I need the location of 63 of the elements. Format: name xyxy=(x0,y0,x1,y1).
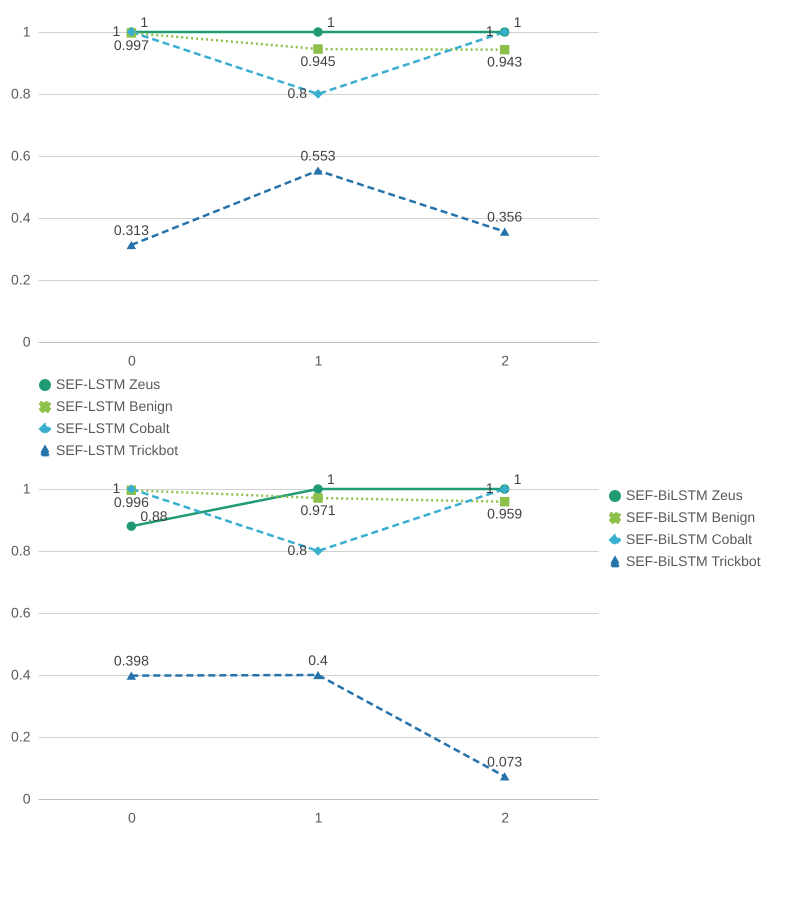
y-tick-label: 0.6 xyxy=(11,148,31,164)
y-tick-label: 1 xyxy=(22,24,31,40)
data-label: 1 xyxy=(112,480,121,496)
point xyxy=(313,89,323,99)
point xyxy=(313,493,323,503)
data-label: 0.313 xyxy=(114,222,150,238)
data-label: 0.88 xyxy=(140,508,168,524)
data-label: 1 xyxy=(112,23,121,39)
point xyxy=(126,521,136,531)
data-label: 0.997 xyxy=(114,36,150,53)
point xyxy=(313,670,323,680)
data-label: 0.553 xyxy=(300,148,336,164)
point xyxy=(126,672,136,680)
data-label: 0.971 xyxy=(300,502,336,518)
point xyxy=(500,496,510,506)
point xyxy=(313,546,323,556)
data-label: 1 xyxy=(140,14,148,30)
point xyxy=(500,44,510,54)
y-tick-label: 0.2 xyxy=(11,728,31,744)
point xyxy=(126,240,136,250)
data-label: 0.959 xyxy=(487,506,522,522)
x-tick-label: 2 xyxy=(501,352,510,368)
x-tick-label: 0 xyxy=(128,810,136,826)
data-label: 0.8 xyxy=(288,85,308,101)
data-label: 1 xyxy=(327,14,335,30)
x-tick-label: 2 xyxy=(501,810,510,826)
y-tick-label: 0.4 xyxy=(11,666,31,682)
data-label: 0.398 xyxy=(114,652,150,669)
legend-label: SEF-LSTM Benign xyxy=(56,398,173,414)
data-label: 0.996 xyxy=(114,494,150,510)
legend-label: SEF-BiLSTM Trickbot xyxy=(626,553,761,569)
point xyxy=(313,44,323,54)
x-tick-label: 1 xyxy=(314,810,323,826)
data-label: 0.945 xyxy=(300,53,336,70)
x-tick-label: 1 xyxy=(314,352,323,368)
y-tick-label: 0.8 xyxy=(11,86,31,102)
x-tick-label: 0 xyxy=(128,352,136,368)
y-tick-label: 0 xyxy=(22,334,31,350)
y-tick-label: 0.8 xyxy=(11,542,31,558)
data-label: 1 xyxy=(514,14,522,30)
legend-label: SEF-LSTM Trickbot xyxy=(56,442,178,458)
point xyxy=(500,228,510,236)
legend-label: SEF-BiLSTM Cobalt xyxy=(626,531,752,547)
data-label: 0.943 xyxy=(487,54,522,70)
legend-label: SEF-LSTM Cobalt xyxy=(56,420,170,436)
legend-label: SEF-LSTM Zeus xyxy=(56,376,160,392)
point xyxy=(313,166,323,175)
legend-label: SEF-BiLSTM Zeus xyxy=(626,487,743,503)
y-tick-label: 0.4 xyxy=(11,210,31,226)
data-label: 0.8 xyxy=(288,542,308,558)
point xyxy=(313,484,323,494)
point xyxy=(313,27,323,37)
legend-label: SEF-BiLSTM Benign xyxy=(626,509,756,525)
y-tick-label: 1 xyxy=(22,480,31,496)
data-label: 0.356 xyxy=(487,208,522,225)
y-tick-label: 0.6 xyxy=(11,604,31,620)
point xyxy=(500,772,510,780)
y-tick-label: 0 xyxy=(22,790,31,806)
data-label: 1 xyxy=(327,471,335,487)
data-label: 0.4 xyxy=(308,652,328,668)
data-label: 1 xyxy=(514,471,522,487)
y-tick-label: 0.2 xyxy=(11,272,31,288)
data-label: 0.073 xyxy=(487,753,522,770)
